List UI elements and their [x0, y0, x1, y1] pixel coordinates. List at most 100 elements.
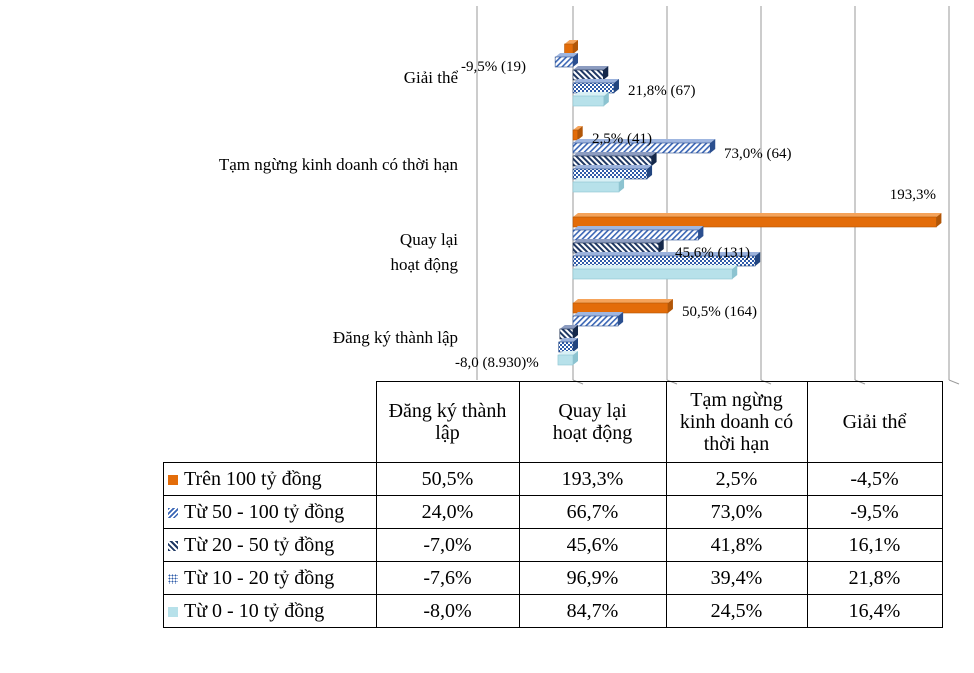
data-label: -8,0 (8.930)% [455, 355, 539, 371]
data-label: 2,5% (41) [592, 131, 652, 147]
bar-top-face [555, 53, 578, 57]
bar-top-face [564, 40, 578, 44]
value-cell: 41,8% [665, 527, 808, 562]
value-cell: 2,5% [665, 461, 808, 496]
bar [557, 354, 574, 366]
bar-side-face [658, 239, 664, 253]
data-label: 21,8% (67) [628, 83, 696, 99]
bars-layer [554, 40, 942, 366]
value-cell: -4,5% [806, 461, 943, 496]
bar [572, 229, 699, 241]
bar-side-face [573, 40, 578, 54]
legend-key-diagonal-hatch [168, 507, 178, 518]
data-labels: 50,5% (164) -8,0 (8.930)% 193,3% 45,6% (131… [455, 59, 936, 371]
bar [572, 82, 615, 94]
bar-side-face [613, 79, 619, 93]
bar-top-face [573, 126, 583, 130]
bar [558, 341, 574, 353]
series-name: Từ 20 - 50 tỷ đồng [184, 533, 335, 556]
bar-top-face [557, 351, 578, 355]
bar [572, 302, 669, 314]
chart-plot: Đăng ký thành lập Quay lại hoạt động Tạm ng… [219, 6, 960, 385]
column-header: Quay lại hoạt động [518, 381, 667, 463]
bar [572, 155, 652, 167]
series-name-cell: Từ 10 - 20 tỷ đồng [163, 560, 377, 595]
bar-top-face [573, 165, 653, 169]
data-label: 45,6% (131) [675, 245, 750, 261]
value-cell: 39,4% [665, 560, 808, 595]
value-cell: 66,7% [518, 494, 667, 529]
category-axis-labels: Đăng ký thành lập Quay lại hoạt động Tạm ng… [219, 68, 459, 347]
series-name: Trên 100 tỷ đồng [184, 467, 322, 490]
legend-key-light-blue [168, 606, 178, 617]
table-row: Từ 10 - 20 tỷ đồng -7,6% 96,9% 39,4% 21,… [163, 560, 943, 595]
column-header-text: Đăng ký thành lập [388, 399, 507, 444]
bar-top-face [573, 265, 738, 269]
bar-side-face [647, 165, 653, 179]
value-cell: 193,3% [518, 461, 667, 496]
bar-top-face [573, 66, 609, 70]
bar-top-face [573, 139, 716, 143]
legend-key-orange [168, 474, 178, 485]
bar-top-face [559, 325, 578, 329]
column-header-text: Giải thể [842, 410, 907, 433]
value-cell: 45,6% [518, 527, 667, 562]
table-row: Từ 20 - 50 tỷ đồng -7,0% 45,6% 41,8% 16,… [163, 527, 943, 562]
bar-top-face [573, 239, 664, 243]
data-table-corner [163, 381, 377, 463]
gridline-depth [948, 379, 960, 385]
series-name-cell: Trên 100 tỷ đồng [163, 461, 377, 496]
bar [554, 56, 574, 68]
value-cell: 84,7% [518, 593, 667, 628]
data-label: 193,3% [890, 187, 936, 203]
gridlines [476, 6, 960, 385]
bar [572, 95, 605, 107]
value-cell: 96,9% [518, 560, 667, 595]
bar [572, 69, 604, 81]
value-cell: -9,5% [806, 494, 943, 529]
value-cell: 21,8% [806, 560, 943, 595]
category-label: hoạt động [390, 255, 458, 274]
bar [572, 129, 578, 141]
column-header-text: Quay lại hoạt động [552, 399, 633, 444]
value-cell: 50,5% [375, 461, 520, 496]
legend-key-wide-hatch [168, 540, 178, 551]
bar-side-face [603, 66, 609, 80]
category-label: Đăng ký thành lập [333, 328, 458, 347]
series-name-cell: Từ 20 - 50 tỷ đồng [163, 527, 377, 562]
bar [559, 328, 574, 340]
data-table-header-row: Đăng ký thành lập Quay lại hoạt động Tạm n… [163, 381, 943, 463]
bar-side-face [573, 53, 578, 67]
bar-side-face [667, 299, 673, 313]
series-name-cell: Từ 0 - 10 tỷ đồng [163, 593, 377, 628]
bar [572, 216, 937, 228]
bar-top-face [573, 213, 942, 217]
value-cell: -7,6% [375, 560, 520, 595]
bar-top-face [573, 178, 625, 182]
bar-side-face [573, 325, 578, 339]
bar-top-face [573, 226, 704, 230]
bar [572, 242, 660, 254]
table-row: Trên 100 tỷ đồng 50,5% 193,3% 2,5% -4,5% [163, 461, 943, 496]
bar-top-face [573, 252, 761, 256]
bar-side-face [698, 226, 704, 240]
bar-side-face [618, 312, 624, 326]
legend-key-checker [168, 573, 178, 584]
bar [572, 315, 619, 327]
bar-top-face [573, 152, 657, 156]
bar-side-face [651, 152, 657, 166]
column-header: Đăng ký thành lập [375, 381, 520, 463]
bar-top-face [573, 79, 619, 83]
column-header: Giải thể [806, 381, 943, 463]
column-header: Tạm ngừng kinh doanh có thời hạn [665, 381, 808, 463]
value-cell: -7,0% [375, 527, 520, 562]
table-row: Từ 0 - 10 tỷ đồng -8,0% 84,7% 24,5% 16,4… [163, 593, 943, 628]
bar-top-face [573, 92, 609, 96]
data-label: 73,0% (64) [724, 146, 792, 162]
category-label: Quay lại [400, 230, 458, 249]
bar-top-face [573, 312, 624, 316]
bar-top-face [573, 299, 673, 303]
value-cell: 24,5% [665, 593, 808, 628]
bar-side-face [710, 139, 716, 153]
data-table: Đăng ký thành lập Quay lại hoạt động Tạm n… [163, 381, 943, 628]
